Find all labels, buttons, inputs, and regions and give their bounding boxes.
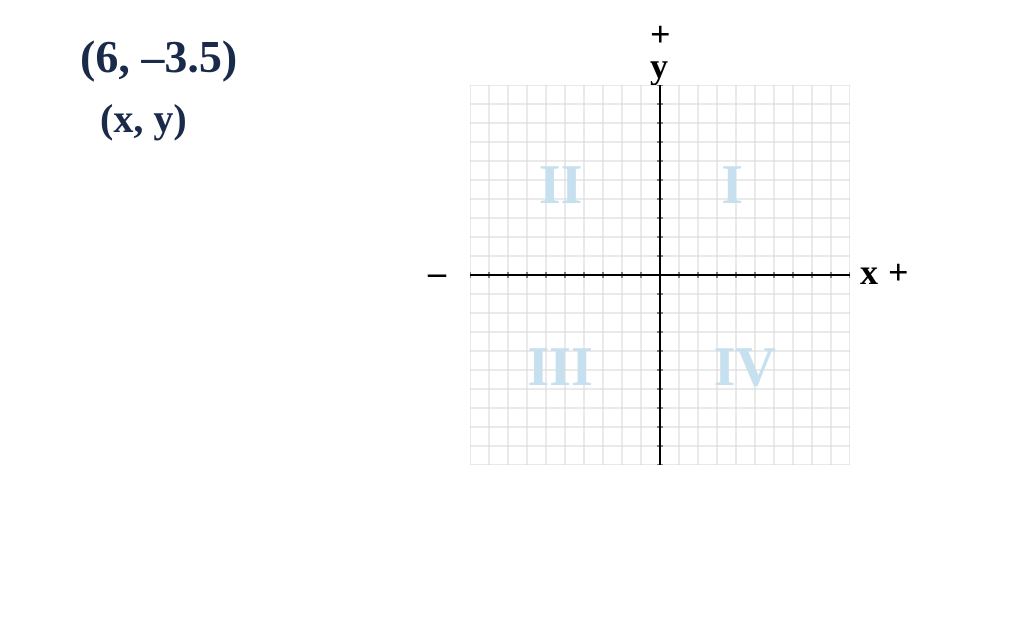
note-point: (6, –3.5) (80, 30, 237, 83)
x-axis-letter: x (860, 251, 878, 293)
x-minus-label: – (428, 251, 446, 293)
x-plus-label: + (888, 251, 909, 293)
note-generic: (x, y) (100, 95, 187, 142)
grid-svg (470, 85, 850, 465)
coordinate-grid (470, 85, 850, 465)
stage: (6, –3.5) (x, y) + y – x + I II III IV (0, 0, 1024, 640)
y-axis-letter: y (650, 45, 668, 87)
